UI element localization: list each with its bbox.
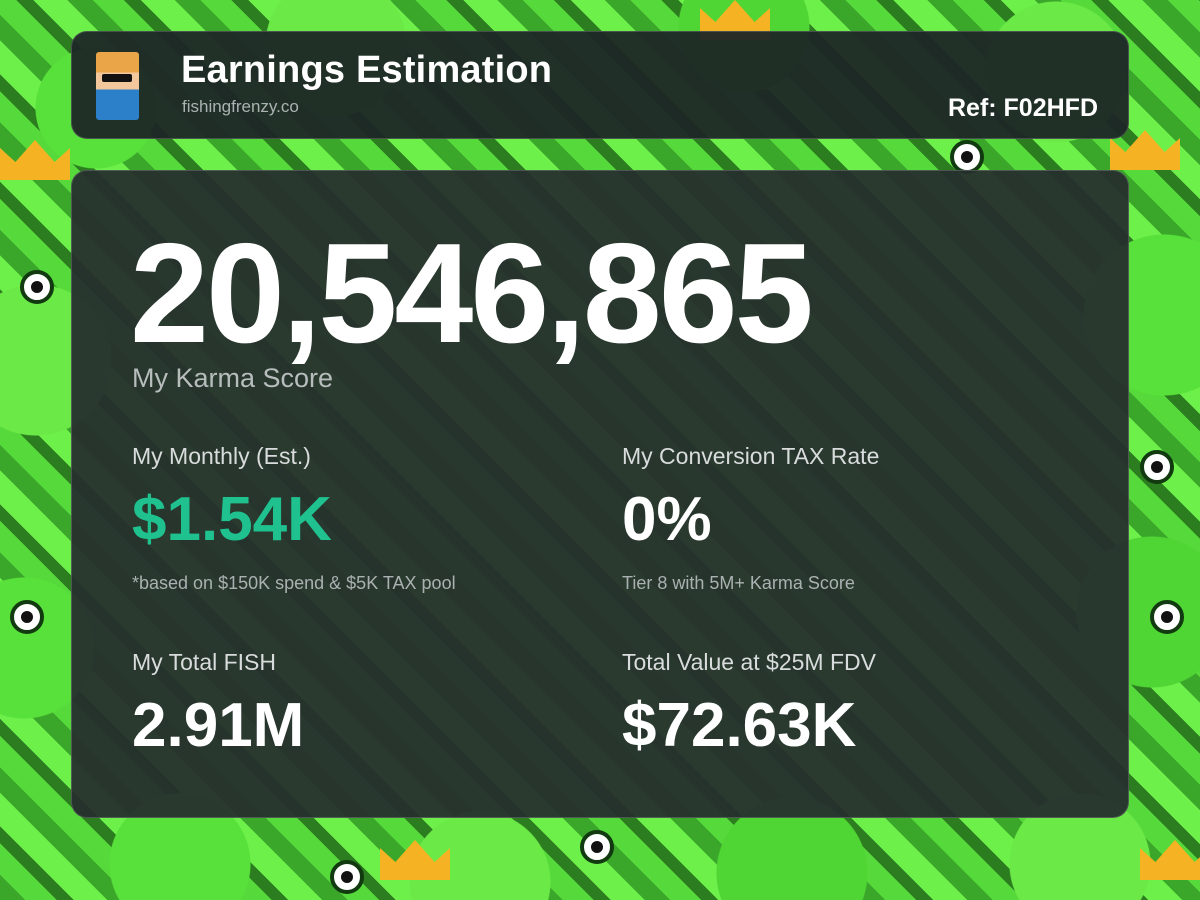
frog-eye-icon — [950, 140, 984, 174]
karma-score-label: My Karma Score — [132, 363, 334, 393]
frog-eye-icon — [1140, 450, 1174, 484]
tax-rate-label: My Conversion TAX Rate — [622, 443, 880, 469]
total-fish-value: 2.91M — [132, 691, 305, 760]
frog-eye-icon — [330, 860, 364, 894]
crown-icon — [380, 840, 450, 880]
referral-code: Ref: F02HFD — [947, 94, 1098, 122]
frog-eye-icon — [10, 600, 44, 634]
header-card: Earnings Estimation fishingfrenzy.co Ref… — [71, 31, 1129, 139]
frog-eye-icon — [580, 830, 614, 864]
total-value-value: $72.63K — [622, 691, 857, 760]
monthly-note: *based on $150K spend & $5K TAX pool — [132, 573, 456, 593]
earnings-card: 20,546,865 My Karma Score My Monthly (Es… — [71, 170, 1129, 818]
monthly-value: $1.54K — [132, 485, 332, 554]
page-title: Earnings Estimation — [181, 49, 553, 91]
monthly-label: My Monthly (Est.) — [132, 443, 311, 469]
frog-eye-icon — [20, 270, 54, 304]
crown-icon — [1140, 840, 1200, 880]
crown-icon — [0, 140, 70, 180]
tax-rate-value: 0% — [622, 485, 712, 554]
fisher-avatar-icon — [96, 52, 139, 120]
frog-eye-icon — [1150, 600, 1184, 634]
karma-score-value: 20,546,865 — [130, 214, 814, 373]
site-name: fishingfrenzy.co — [182, 97, 299, 116]
tax-rate-note: Tier 8 with 5M+ Karma Score — [622, 573, 855, 593]
total-value-label: Total Value at $25M FDV — [622, 649, 876, 675]
total-fish-label: My Total FISH — [132, 649, 276, 675]
